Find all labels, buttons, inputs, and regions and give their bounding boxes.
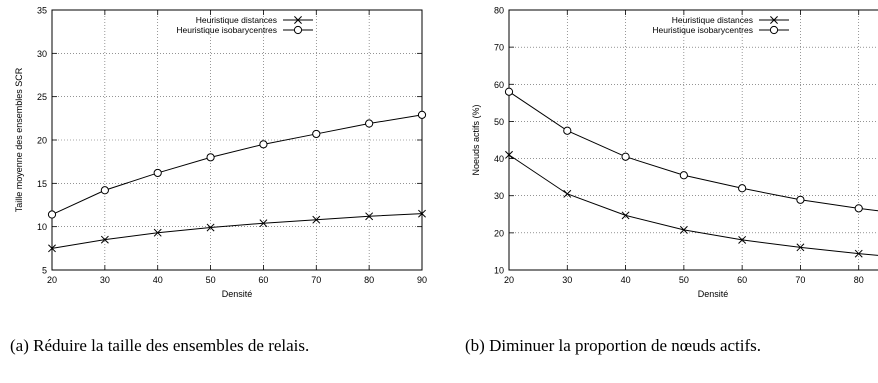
x-tick-label: 80 <box>364 275 374 285</box>
x-tick-label: 30 <box>100 275 110 285</box>
data-point <box>417 110 427 119</box>
y-tick-label: 30 <box>37 49 47 59</box>
data-point <box>206 223 215 232</box>
series-line-isobarycentres <box>508 91 878 212</box>
series-line-distances <box>51 213 423 249</box>
legend-label: Heuristique isobarycentres <box>652 25 753 35</box>
x-tick-label: 40 <box>621 275 631 285</box>
y-tick-label: 20 <box>494 228 504 238</box>
data-point <box>153 168 162 178</box>
data-point <box>418 209 426 218</box>
y-tick-label: 35 <box>37 6 47 16</box>
x-tick-label: 70 <box>795 275 805 285</box>
data-point <box>505 150 513 159</box>
y-axis-label: Taille moyenne des ensembles SCR <box>14 67 24 212</box>
data-point <box>259 219 268 228</box>
x-tick-label: 30 <box>562 275 572 285</box>
y-tick-label: 10 <box>37 222 47 232</box>
data-point <box>47 210 57 219</box>
data-point <box>365 119 374 128</box>
data-point <box>679 225 688 234</box>
plot-frame <box>51 9 423 271</box>
x-tick-label: 60 <box>737 275 747 285</box>
data-point <box>854 249 863 258</box>
caption-a: (a) Réduire la taille des ensembles de r… <box>10 336 310 355</box>
plot-frame <box>508 9 878 271</box>
data-point <box>259 140 268 149</box>
chart-active-nodes: 10203040506070802030405060708090DensitéN… <box>471 6 878 299</box>
y-tick-label: 70 <box>494 43 504 53</box>
data-point <box>365 212 374 221</box>
caption-b: (b) Diminuer la proportion de nœuds acti… <box>465 336 762 355</box>
data-point <box>621 152 630 161</box>
data-point <box>563 126 572 135</box>
x-axis-label: Densité <box>698 289 729 299</box>
legend-label: Heuristique distances <box>672 15 753 25</box>
y-tick-label: 20 <box>37 136 47 146</box>
x-tick-label: 80 <box>854 275 864 285</box>
y-tick-label: 80 <box>494 6 504 16</box>
y-tick-label: 15 <box>37 179 47 189</box>
grid-lines <box>509 10 878 270</box>
data-point <box>153 228 162 237</box>
y-tick-label: 50 <box>494 117 504 127</box>
data-point <box>738 184 747 193</box>
data-point <box>100 235 109 244</box>
x-tick-label: 20 <box>504 275 514 285</box>
data-point <box>796 195 805 204</box>
x-tick-label: 40 <box>153 275 163 285</box>
series-line-distances <box>508 154 878 256</box>
legend-marker <box>769 25 779 35</box>
legend-label: Heuristique isobarycentres <box>176 25 277 35</box>
x-tick-label: 60 <box>258 275 268 285</box>
data-point <box>206 153 215 162</box>
data-point <box>679 171 688 180</box>
legend-marker <box>770 16 778 24</box>
grid-lines <box>52 10 422 270</box>
data-point <box>621 211 630 220</box>
data-point <box>738 235 747 244</box>
data-point <box>312 215 321 224</box>
y-tick-label: 10 <box>494 266 504 276</box>
x-tick-label: 90 <box>417 275 427 285</box>
x-tick-label: 20 <box>47 275 57 285</box>
series-line-isobarycentres <box>51 114 423 215</box>
y-tick-label: 25 <box>37 92 47 102</box>
y-tick-label: 60 <box>494 80 504 90</box>
legend-label: Heuristique distances <box>196 15 277 25</box>
data-point <box>504 87 514 96</box>
y-tick-label: 30 <box>494 191 504 201</box>
x-axis-label: Densité <box>222 289 253 299</box>
x-tick-label: 50 <box>206 275 216 285</box>
data-point <box>100 186 109 195</box>
data-point <box>48 244 56 253</box>
y-tick-label: 5 <box>42 266 47 276</box>
data-point <box>563 189 572 198</box>
chart-reduce-scr-size: 5 10 15 20 25 30 35 20 30 40 50 60 70 80 90 Densité Tail… <box>14 6 427 300</box>
y-tick-label: 40 <box>494 154 504 164</box>
y-axis-label: Noeuds actifs (%) <box>471 104 481 175</box>
data-point <box>854 204 863 213</box>
data-point <box>796 243 805 252</box>
x-tick-label: 50 <box>679 275 689 285</box>
legend-marker <box>294 16 302 24</box>
x-tick-label: 70 <box>311 275 321 285</box>
data-point <box>312 129 321 139</box>
legend-marker <box>293 25 303 35</box>
